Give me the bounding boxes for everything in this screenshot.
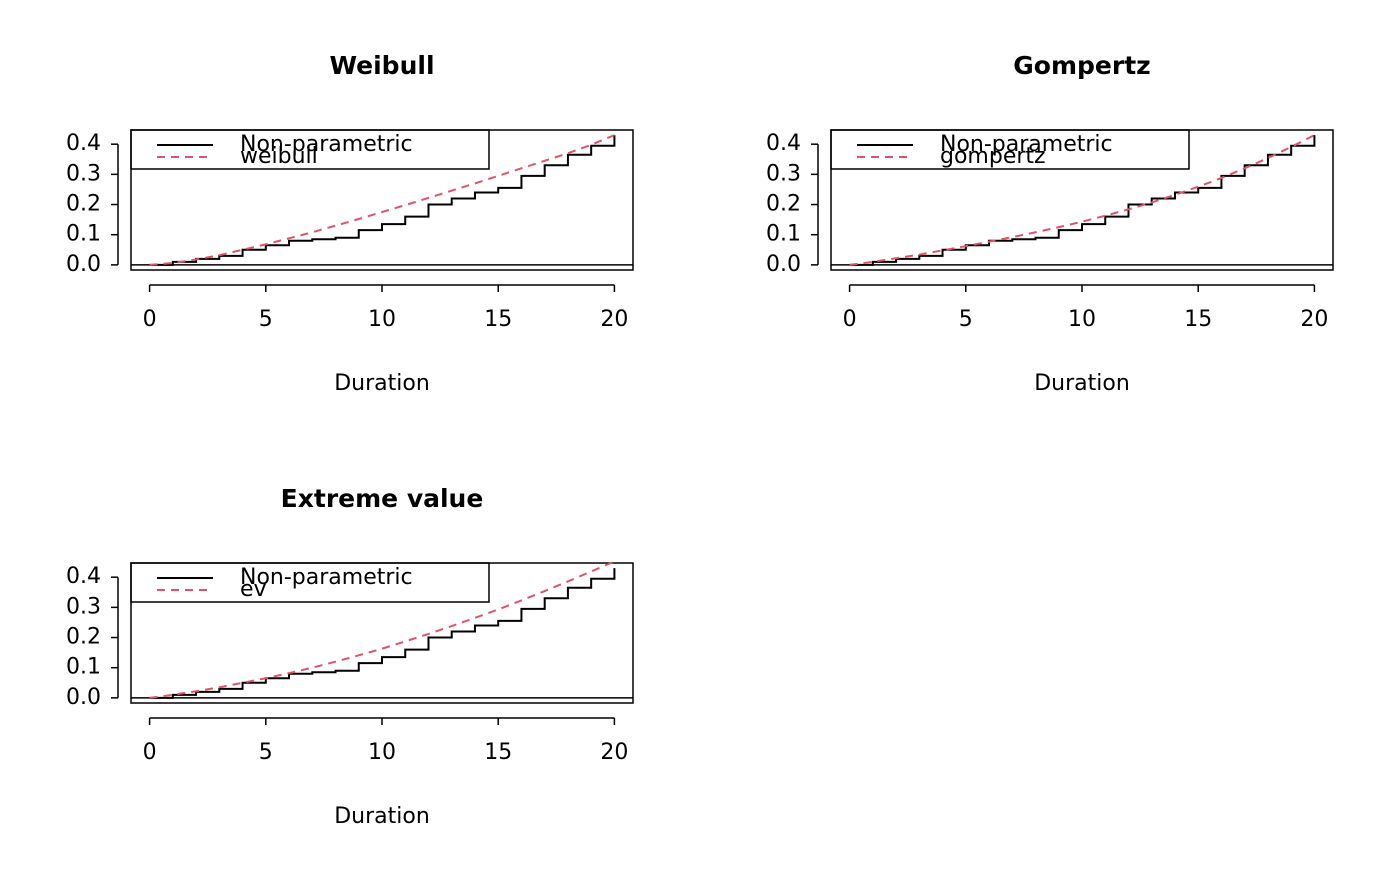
y-tick-label: 0.4: [66, 564, 101, 589]
series-line: [149, 134, 615, 266]
legend-label: Non-parametric: [940, 132, 1113, 157]
y-tick-label: 0.3: [766, 161, 801, 186]
y-tick-label: 0.4: [66, 131, 101, 156]
x-axis-label: Duration: [1034, 371, 1130, 396]
legend-box: [830, 129, 1190, 170]
legend-box: [130, 562, 490, 603]
y-tick-label: 0.4: [766, 131, 801, 156]
legend-label: Non-parametric: [240, 565, 413, 590]
x-tick-label: 0: [143, 307, 157, 332]
y-tick-label: 0.3: [66, 161, 101, 186]
x-tick-label: 0: [143, 740, 157, 765]
x-axis-label: Duration: [334, 371, 430, 396]
x-tick-label: 20: [600, 307, 628, 332]
panel: Weibull 0 5 10 15 20 Duration 0.0 0.1 0.2 0.3 0.4 No…: [66, 51, 634, 396]
x-tick-label: 15: [1184, 307, 1212, 332]
chart-title: Weibull: [329, 51, 434, 80]
legend-label: Non-parametric: [240, 132, 413, 157]
y-tick-label: 0.1: [66, 222, 101, 247]
x-tick-label: 10: [368, 307, 396, 332]
chart-title: Gompertz: [1013, 51, 1150, 80]
series-line: [149, 135, 616, 266]
x-tick-label: 20: [600, 740, 628, 765]
x-tick-label: 5: [259, 307, 273, 332]
x-tick-label: 5: [259, 740, 273, 765]
x-tick-label: 10: [368, 740, 396, 765]
panel: Extreme value 0 5 10 15 20 Duration 0.0 0.1 0.2 0.…: [66, 484, 634, 829]
legend-label: ev: [240, 577, 267, 602]
x-tick-label: 20: [1300, 307, 1328, 332]
series-line: [149, 568, 616, 699]
x-tick-label: 15: [484, 307, 512, 332]
y-tick-label: 0.1: [766, 222, 801, 247]
panel: Gompertz 0 5 10 15 20 Duration 0.0 0.1 0.2 0.3 0.4 N…: [766, 51, 1334, 396]
y-tick-label: 0.2: [766, 192, 801, 217]
y-tick-label: 0.2: [66, 192, 101, 217]
y-tick-label: 0.3: [66, 594, 101, 619]
x-tick-label: 0: [843, 307, 857, 332]
y-tick-label: 0.1: [66, 655, 101, 680]
x-tick-label: 5: [959, 307, 973, 332]
x-tick-label: 10: [1068, 307, 1096, 332]
legend-label: gompertz: [940, 144, 1046, 169]
y-tick-label: 0.2: [66, 625, 101, 650]
x-axis-label: Duration: [334, 804, 430, 829]
y-tick-label: 0.0: [66, 685, 101, 710]
y-tick-label: 0.0: [766, 252, 801, 277]
legend-box: [130, 129, 490, 170]
series-line: [849, 134, 1315, 266]
chart-title: Extreme value: [281, 484, 484, 513]
y-tick-label: 0.0: [66, 252, 101, 277]
legend-label: weibull: [240, 144, 318, 169]
x-tick-label: 15: [484, 740, 512, 765]
series-line: [849, 135, 1316, 266]
